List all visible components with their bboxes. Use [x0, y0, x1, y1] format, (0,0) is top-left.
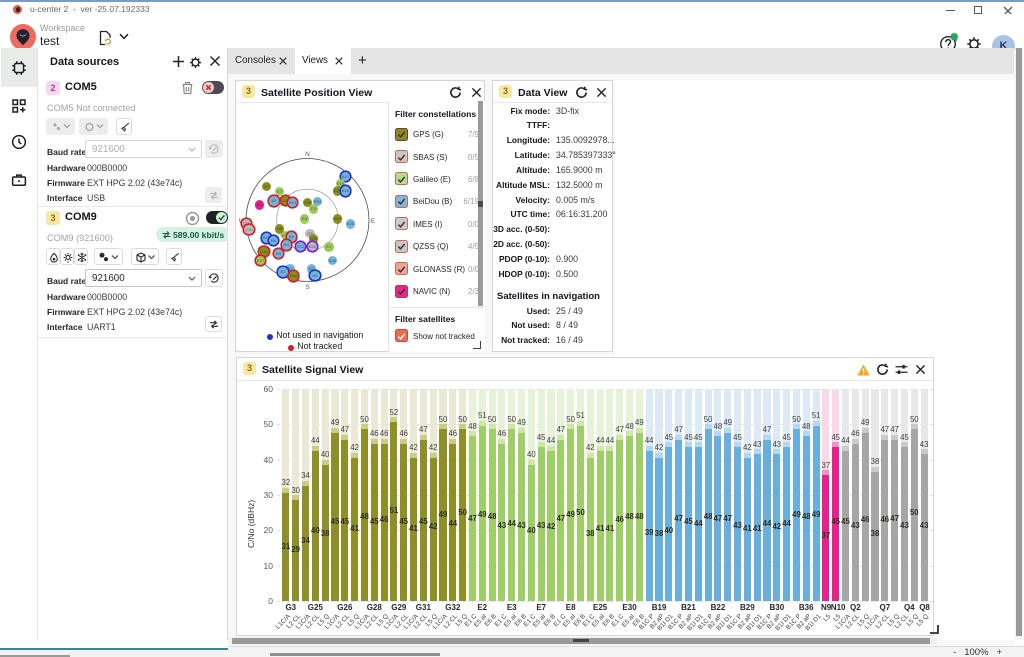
svg-text:N: N — [305, 151, 310, 158]
svg-text:E: E — [371, 218, 376, 225]
svg-text:S: S — [305, 284, 310, 291]
